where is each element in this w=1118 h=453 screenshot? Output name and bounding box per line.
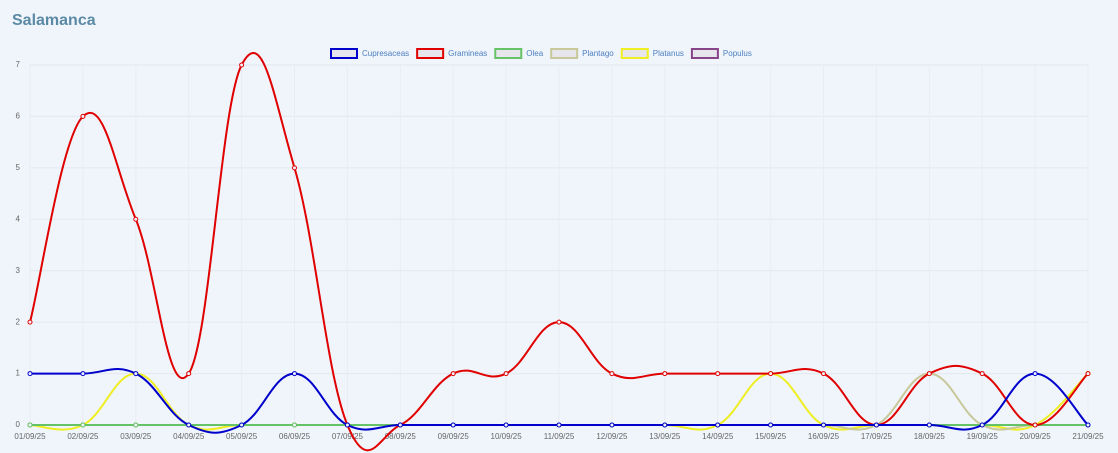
legend-label: Cupresaceas [362, 49, 409, 58]
legend-label: Plantago [582, 49, 614, 58]
point [662, 422, 668, 428]
y-tick-label: 7 [16, 60, 21, 69]
legend-item: Platanus [620, 48, 684, 59]
point [979, 371, 985, 377]
x-tick-label: 13/09/25 [649, 432, 681, 441]
point [186, 422, 192, 428]
point [292, 371, 297, 377]
x-tick-label: 10/09/25 [491, 432, 523, 441]
x-tick-label: 03/09/25 [120, 432, 152, 441]
x-tick-label: 01/09/25 [14, 432, 46, 441]
x-tick-label: 04/09/25 [173, 432, 205, 441]
x-tick-label: 05/09/25 [226, 432, 258, 441]
y-tick-label: 5 [16, 163, 21, 172]
y-tick-label: 6 [16, 112, 21, 121]
point [556, 319, 562, 325]
point [239, 422, 245, 428]
point [450, 371, 456, 377]
x-tick-label: 18/09/25 [914, 432, 946, 441]
point [27, 319, 33, 325]
point [27, 422, 33, 428]
x-tick-label: 09/09/25 [438, 432, 470, 441]
y-tick-label: 1 [16, 369, 21, 378]
point [662, 371, 668, 377]
point [926, 422, 932, 428]
point [926, 371, 932, 377]
point [80, 422, 86, 428]
point [715, 422, 721, 428]
legend-label: Gramineas [448, 49, 487, 58]
point [768, 371, 774, 377]
legend-item: Gramineas [416, 48, 487, 59]
series-line [29, 52, 1089, 452]
point [1032, 422, 1038, 428]
point [821, 371, 826, 377]
point [715, 371, 721, 377]
point [239, 62, 245, 68]
point [1085, 371, 1091, 377]
point [292, 422, 297, 428]
y-tick-label: 4 [16, 214, 21, 223]
point [80, 371, 86, 377]
legend-swatch [330, 48, 358, 59]
point [133, 216, 139, 222]
x-tick-label: 21/09/25 [1072, 432, 1104, 441]
legend-label: Olea [526, 49, 543, 58]
legend-item: Populus [690, 48, 752, 59]
x-tick-label: 12/09/25 [596, 432, 628, 441]
legend-swatch [620, 48, 649, 59]
legend-swatch [550, 48, 579, 59]
legend-label: Populus [723, 49, 752, 58]
chart-title: Salamanca [12, 12, 96, 29]
point [1032, 371, 1038, 377]
point [979, 422, 985, 428]
legend-item: Olea [494, 48, 544, 59]
point [821, 422, 826, 428]
point [133, 371, 139, 377]
y-tick-label: 0 [16, 420, 21, 429]
point [609, 422, 615, 428]
legend-swatch [416, 48, 445, 59]
x-tick-label: 14/09/25 [702, 432, 734, 441]
point [556, 422, 562, 428]
point [186, 371, 192, 377]
point [133, 422, 139, 428]
point [503, 422, 509, 428]
x-tick-label: 17/09/25 [861, 432, 893, 441]
x-tick-label: 20/09/25 [1020, 432, 1052, 441]
x-tick-label: 15/09/25 [755, 432, 787, 441]
legend-item: Plantago [550, 48, 614, 59]
point [1085, 422, 1091, 428]
x-tick-label: 19/09/25 [967, 432, 999, 441]
x-tick-label: 02/09/25 [67, 432, 99, 441]
legend-label: Platanus [653, 49, 684, 58]
point [80, 113, 86, 119]
point [450, 422, 456, 428]
point [344, 422, 350, 428]
point [397, 422, 403, 428]
x-tick-label: 08/09/25 [385, 432, 417, 441]
point [768, 422, 774, 428]
point [27, 371, 33, 377]
y-tick-label: 3 [16, 266, 21, 275]
point [873, 422, 879, 428]
x-tick-label: 16/09/25 [808, 432, 840, 441]
legend-swatch [690, 48, 719, 59]
point [292, 165, 297, 171]
legend-item: Cupresaceas [330, 48, 409, 59]
x-tick-label: 06/09/25 [279, 432, 311, 441]
point [609, 371, 615, 377]
y-tick-label: 2 [16, 317, 21, 326]
x-tick-label: 11/09/25 [544, 432, 575, 441]
x-tick-label: 07/09/25 [332, 432, 364, 441]
legend-swatch [494, 48, 523, 59]
point [503, 371, 509, 377]
